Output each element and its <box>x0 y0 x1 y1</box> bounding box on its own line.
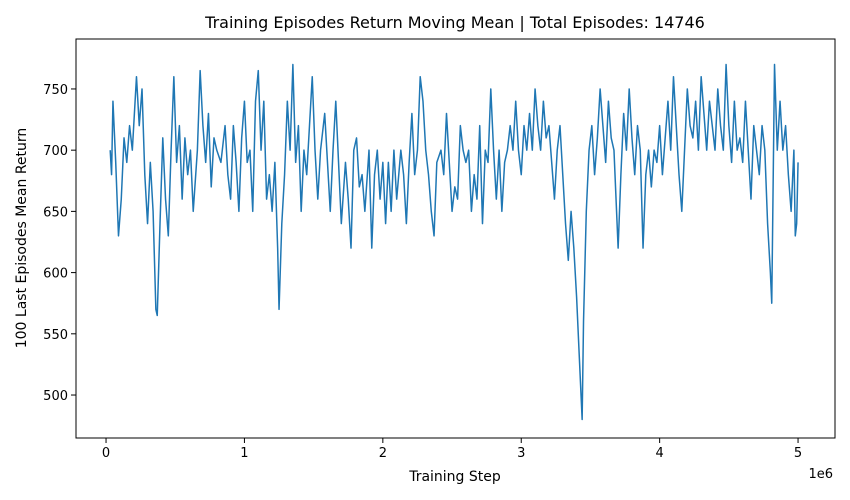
x-tick-label: 1 <box>240 446 248 461</box>
y-tick-label: 500 <box>43 389 68 404</box>
x-tick-label: 2 <box>379 446 387 461</box>
x-tick-label: 5 <box>794 446 802 461</box>
y-axis-label: 100 Last Episodes Mean Return <box>14 128 30 349</box>
plot-frame <box>75 38 836 439</box>
y-tick-label: 700 <box>43 144 68 159</box>
data-line <box>109 63 799 421</box>
y-tick-label: 650 <box>43 205 68 220</box>
x-offset-label: 1e6 <box>808 467 833 482</box>
chart-title: Training Episodes Return Moving Mean | T… <box>204 13 705 32</box>
y-tick-label: 550 <box>43 328 68 343</box>
x-tick-label: 0 <box>102 446 110 461</box>
x-axis-label: Training Step <box>408 469 501 485</box>
x-tick-label: 3 <box>517 446 525 461</box>
x-tick-label: 4 <box>656 446 664 461</box>
y-tick-label: 750 <box>43 83 68 98</box>
y-tick-label: 600 <box>43 267 68 282</box>
